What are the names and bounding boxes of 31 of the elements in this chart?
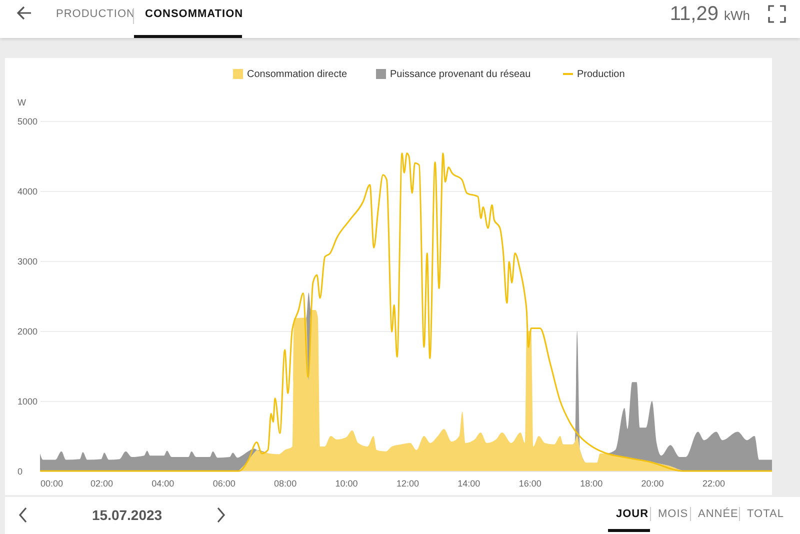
- text: 11,29 kWh: [670, 3, 750, 25]
- y-tick-label: 3000: [18, 256, 38, 266]
- legend-label: Consommation directe: [247, 69, 348, 80]
- x-tick-label: 10:00: [335, 478, 358, 488]
- text: PRODUCTION: [56, 8, 135, 20]
- y-tick-label: 4000: [18, 186, 38, 196]
- y-tick-label: 2000: [18, 326, 38, 336]
- y-tick-label: 1000: [18, 396, 38, 406]
- y-axis-title: W: [18, 98, 26, 108]
- line-series: [39, 152, 773, 472]
- x-tick-label: 12:00: [396, 478, 419, 488]
- x-tick-label: 18:00: [580, 478, 603, 488]
- legend-label: Production: [577, 69, 625, 80]
- text: MOIS: [658, 508, 688, 520]
- text: TOTAL: [747, 508, 784, 520]
- x-tick-label: 16:00: [518, 478, 542, 488]
- y-tick-label: 5000: [18, 116, 38, 126]
- x-tick-label: 04:00: [152, 478, 174, 488]
- x-tick-label: 20:00: [641, 478, 664, 488]
- x-tick-label: 14:00: [458, 478, 480, 488]
- x-tick-label: 00:00: [40, 478, 64, 488]
- legend-label: Puissance provenant du réseau: [390, 69, 531, 80]
- text: CONSOMMATION: [145, 8, 244, 20]
- x-tick-label: 22:00: [702, 478, 726, 488]
- x-tick-label: 08:00: [274, 478, 297, 488]
- text: 15.07.2023: [92, 507, 162, 523]
- text: JOUR: [616, 508, 649, 520]
- x-tick-label: 06:00: [212, 478, 236, 488]
- y-tick-label: 0: [18, 466, 23, 476]
- x-tick-label: 02:00: [90, 478, 113, 488]
- text: ANNÉE: [698, 508, 738, 520]
